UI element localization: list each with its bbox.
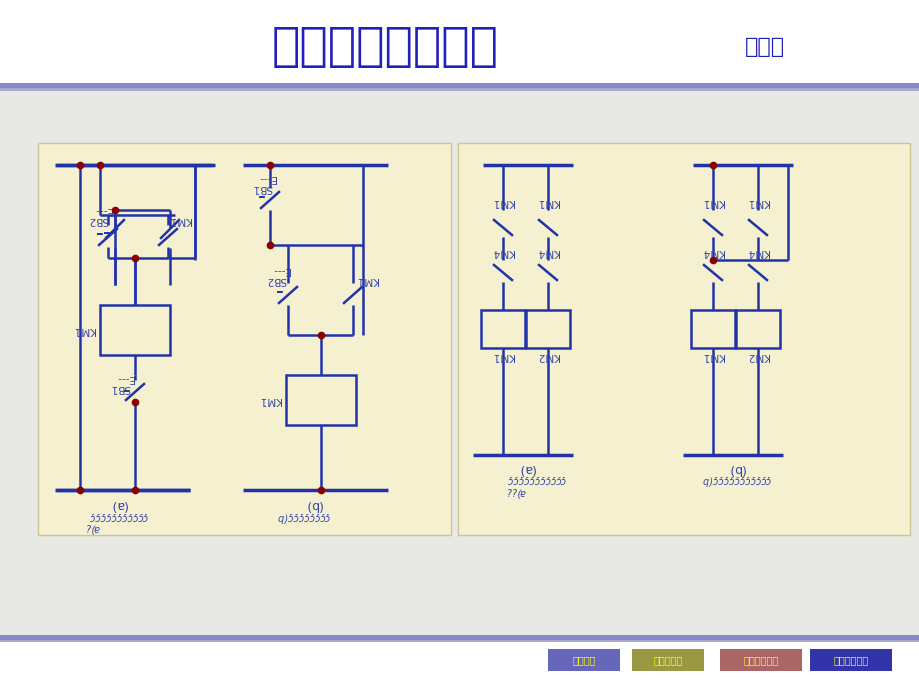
Text: KM1: KM1 xyxy=(746,197,768,207)
Bar xyxy=(38,143,450,535)
Bar xyxy=(0,90,919,635)
Text: a)¿¿: a)¿¿ xyxy=(505,487,526,497)
Text: KM1: KM1 xyxy=(258,395,280,405)
Text: çççççççç(b: çççççççç(b xyxy=(277,512,329,522)
Text: 上一张幻灯片: 上一张幻灯片 xyxy=(743,655,777,665)
Bar xyxy=(458,143,909,535)
Text: 第四章: 第四章 xyxy=(744,37,784,57)
Text: E---: E--- xyxy=(116,373,134,383)
Text: KM1: KM1 xyxy=(701,351,723,361)
Text: KM1: KM1 xyxy=(169,215,191,225)
Bar xyxy=(100,305,170,355)
Bar xyxy=(0,635,919,690)
Text: KM1: KM1 xyxy=(537,197,559,207)
Text: ççççççççççç: ççççççççççç xyxy=(505,475,565,485)
Bar xyxy=(0,640,919,642)
Bar xyxy=(481,310,525,348)
Text: ççççççççççç: ççççççççççç xyxy=(88,512,147,522)
Text: KM1: KM1 xyxy=(492,351,514,361)
Text: 返回目录: 返回目录 xyxy=(572,655,596,665)
Text: (b): (b) xyxy=(304,498,322,511)
Text: KM2: KM2 xyxy=(537,351,559,361)
Text: E---: E--- xyxy=(272,265,289,275)
Text: SB2: SB2 xyxy=(87,215,108,225)
Text: KM4: KM4 xyxy=(537,247,559,257)
Bar xyxy=(0,83,919,88)
Bar xyxy=(0,635,919,640)
Bar xyxy=(809,649,891,671)
Text: KM1: KM1 xyxy=(492,197,514,207)
Bar xyxy=(548,649,619,671)
Bar xyxy=(631,649,703,671)
Text: KM1: KM1 xyxy=(73,325,95,335)
Text: (a): (a) xyxy=(109,498,127,511)
Text: KM1: KM1 xyxy=(356,275,378,285)
Text: ççççççççççç(b: ççççççççççç(b xyxy=(700,475,770,485)
Text: KM2: KM2 xyxy=(746,351,768,361)
Text: KM1: KM1 xyxy=(701,197,723,207)
Text: SB1: SB1 xyxy=(109,383,130,393)
Text: SB1: SB1 xyxy=(252,183,272,193)
Text: KM4: KM4 xyxy=(492,247,514,257)
Bar xyxy=(690,310,734,348)
Text: (b): (b) xyxy=(726,462,744,475)
Bar xyxy=(0,88,919,91)
Text: 工厂电气控制技术: 工厂电气控制技术 xyxy=(271,25,498,70)
Text: KM4: KM4 xyxy=(701,247,723,257)
Text: E---: E--- xyxy=(258,173,276,183)
Text: SB2: SB2 xyxy=(266,275,286,285)
Text: 下一张幻灯片: 下一张幻灯片 xyxy=(833,655,868,665)
Bar xyxy=(286,375,356,425)
Bar xyxy=(735,310,779,348)
Text: KM4: KM4 xyxy=(746,247,768,257)
Bar xyxy=(0,0,919,90)
Bar xyxy=(526,310,570,348)
Text: 返回第一张: 返回第一张 xyxy=(652,655,682,665)
Text: a)¿: a)¿ xyxy=(85,523,99,533)
Bar xyxy=(720,649,801,671)
Text: (a): (a) xyxy=(516,462,534,475)
Text: E---: E--- xyxy=(94,205,112,215)
